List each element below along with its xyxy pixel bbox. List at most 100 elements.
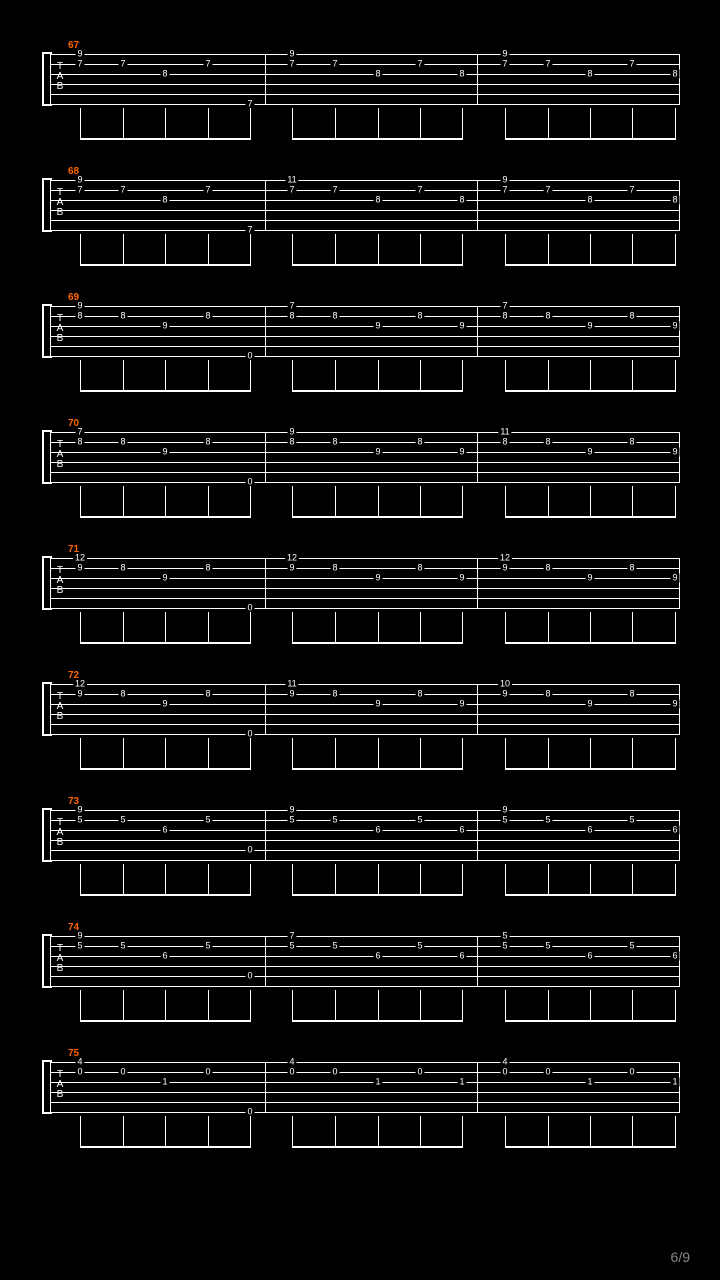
fret-number: 10 [498,680,512,689]
beam [292,894,462,896]
barline [477,54,478,104]
note-stem [590,360,591,392]
beam [505,264,675,266]
note-stem [335,486,336,518]
fret-number: 12 [285,554,299,563]
fret-number: 9 [75,302,84,311]
string-line [50,986,680,987]
beam [80,768,250,770]
fret-number: 6 [585,826,594,835]
note-stem [632,738,633,770]
beam [505,516,675,518]
note-stem [123,108,124,140]
note-stem [505,864,506,896]
fret-number: 8 [627,690,636,699]
beam-group [505,486,675,518]
fret-number: 6 [373,952,382,961]
note-stem [675,990,676,1022]
note-stem [123,738,124,770]
fret-number: 9 [160,448,169,457]
fret-number: 5 [287,942,296,951]
fret-number: 9 [500,176,509,185]
fret-number: 0 [627,1068,636,1077]
fret-number: 7 [543,60,552,69]
fret-number: 9 [75,806,84,815]
barline [50,1062,51,1112]
note-stem [165,990,166,1022]
string-line [50,588,680,589]
fret-number: 0 [245,846,254,855]
note-stem [80,360,81,392]
fret-number: 9 [160,322,169,331]
tab-label: TAB [53,314,67,344]
note-stem [420,1116,421,1148]
note-stem [165,1116,166,1148]
string-line [50,568,680,569]
fret-number: 11 [285,176,298,185]
barline [265,810,266,860]
string-line [50,306,680,307]
beam-group [505,108,675,140]
note-stem [590,990,591,1022]
beam-group [505,990,675,1022]
fret-number: 9 [75,932,84,941]
string-line [50,850,680,851]
note-stem [675,1116,676,1148]
fret-number: 8 [330,564,339,573]
note-stem [675,108,676,140]
fret-number: 5 [543,942,552,951]
string-line [50,1062,680,1063]
fret-number: 1 [585,1078,594,1087]
string-line [50,482,680,483]
note-stem [208,486,209,518]
note-stem [80,234,81,266]
string-line [50,734,680,735]
note-stem [420,864,421,896]
tab-label: TAB [53,188,67,218]
fret-number: 0 [118,1068,127,1077]
beam-group [292,486,462,518]
fret-number: 8 [415,564,424,573]
tab-staff: TAB7889809889891188989 [50,432,680,482]
note-stem [548,360,549,392]
fret-number: 9 [75,50,84,59]
note-stem [590,864,591,896]
beam-group [80,108,250,140]
fret-number: 7 [627,186,636,195]
beam [505,768,675,770]
note-stem [335,108,336,140]
beam [292,390,462,392]
string-line [50,976,680,977]
beam [505,1020,675,1022]
barline [477,558,478,608]
fret-number: 6 [457,952,466,961]
barline [50,180,51,230]
note-stem [420,738,421,770]
string-line [50,820,680,821]
measure-row: 74TAB955650755656555656 [30,922,690,1030]
fret-number: 9 [287,690,296,699]
note-stem [292,864,293,896]
note-stem [250,360,251,392]
string-line [50,210,680,211]
measure-row: 71TAB129898012989891298989 [30,544,690,652]
fret-number: 9 [373,700,382,709]
string-line [50,346,680,347]
string-line [50,230,680,231]
note-stem [420,360,421,392]
tab-staff: TAB988980788989788989 [50,306,680,356]
string-line [50,1072,680,1073]
string-line [50,84,680,85]
measure-row: 68TAB9778771177878977878 [30,166,690,274]
fret-number: 6 [160,826,169,835]
fret-number: 9 [160,700,169,709]
fret-number: 7 [287,932,296,941]
fret-number: 5 [287,816,296,825]
fret-number: 8 [203,690,212,699]
fret-number: 0 [287,1068,296,1077]
note-stem [590,1116,591,1148]
note-stem [165,864,166,896]
beam [292,264,462,266]
fret-number: 9 [585,322,594,331]
fret-number: 9 [500,690,509,699]
